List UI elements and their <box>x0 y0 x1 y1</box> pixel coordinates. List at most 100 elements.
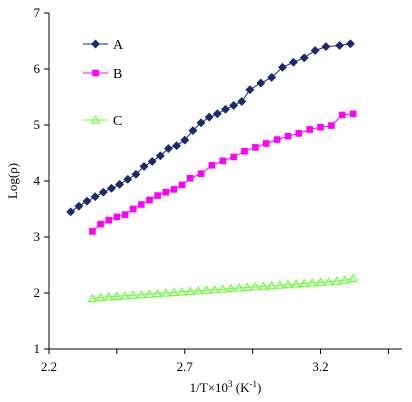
data-point-C <box>250 281 261 291</box>
data-point-C <box>112 291 122 300</box>
data-point-B <box>178 181 186 189</box>
data-point-A <box>147 156 157 166</box>
data-point-C <box>299 278 309 288</box>
data-point-B <box>317 123 324 131</box>
data-point-C <box>332 276 342 285</box>
data-point-B <box>197 170 205 178</box>
legend-label-C: C <box>113 114 122 129</box>
y-tick-label: 7 <box>34 5 41 20</box>
data-point-B <box>338 111 346 119</box>
data-point-C <box>185 286 195 295</box>
data-point-C <box>323 276 334 286</box>
legend: AB C <box>83 38 124 129</box>
data-point-C <box>258 281 269 290</box>
x-axis-label-main: 1/T×10 <box>190 380 228 395</box>
data-point-C <box>152 288 163 298</box>
data-point-A <box>245 85 255 95</box>
data-point-C <box>242 282 252 291</box>
data-point-C <box>95 292 106 302</box>
data-point-A <box>131 169 141 179</box>
legend-marker-A <box>90 39 101 49</box>
data-point-B <box>89 228 96 235</box>
data-point-B <box>306 126 313 133</box>
x-tick-label: 2.7 <box>177 359 194 374</box>
data-point-C <box>136 289 147 299</box>
x-axis-label-unit: (K <box>233 380 251 395</box>
data-point-C <box>340 275 350 284</box>
series-line-B <box>92 113 354 232</box>
data-point-A <box>163 143 174 154</box>
data-point-A <box>180 135 190 145</box>
data-point-B <box>208 162 216 169</box>
data-point-B <box>97 220 104 228</box>
data-point-A <box>288 57 298 67</box>
legend-label-A: A <box>113 38 124 53</box>
data-point-A <box>115 179 125 189</box>
series-C <box>87 273 358 303</box>
data-point-B <box>113 213 121 221</box>
data-point-A <box>267 72 277 82</box>
x-axis-label-close: ) <box>257 380 261 395</box>
data-point-C <box>266 280 277 290</box>
data-point-B <box>186 174 194 182</box>
data-point-C <box>169 287 179 297</box>
data-point-A <box>321 42 331 52</box>
data-point-A <box>106 183 117 193</box>
data-point-C <box>218 284 228 293</box>
y-axis-label: Log(ρ) <box>5 163 20 199</box>
data-point-A <box>212 109 222 119</box>
legend-marker-C <box>90 115 101 124</box>
y-tick-label: 4 <box>34 173 41 188</box>
data-point-C <box>348 273 358 283</box>
x-tick-label: 2.2 <box>41 359 57 374</box>
data-point-C <box>120 290 130 300</box>
data-point-B <box>162 188 170 196</box>
data-point-A <box>90 192 100 202</box>
data-point-A <box>139 161 149 171</box>
data-point-B <box>105 216 113 224</box>
data-point-A <box>220 104 231 114</box>
data-point-A <box>345 39 355 49</box>
data-point-A <box>334 40 345 51</box>
data-point-A <box>188 126 198 136</box>
data-point-A <box>256 78 266 88</box>
data-point-B <box>328 122 335 129</box>
legend-item-B: B <box>83 67 122 82</box>
data-point-B <box>349 110 357 118</box>
data-point-A <box>172 141 182 151</box>
data-point-A <box>155 151 165 161</box>
data-point-C <box>291 279 301 288</box>
x-axis-label-unit-superscript: -1 <box>250 379 258 389</box>
data-point-C <box>201 285 212 294</box>
y-tick-label: 2 <box>34 285 41 300</box>
data-point-B <box>154 192 161 199</box>
data-point-B <box>252 144 259 151</box>
y-tick-label: 3 <box>34 229 41 244</box>
data-point-A <box>196 118 206 128</box>
x-tick-label: 3.2 <box>312 359 328 374</box>
legend-label-B: B <box>113 67 122 82</box>
data-point-C <box>307 277 318 287</box>
data-point-C <box>104 291 114 301</box>
y-tick-label: 6 <box>34 61 41 76</box>
x-axis-label-superscript: 3 <box>228 379 233 389</box>
data-point-B <box>121 211 129 218</box>
series-layer <box>66 39 358 303</box>
data-point-B <box>230 153 237 161</box>
data-point-A <box>98 187 108 197</box>
data-point-B <box>170 186 178 193</box>
data-point-C <box>87 293 98 303</box>
data-point-A <box>229 100 239 110</box>
data-point-B <box>129 205 137 213</box>
data-point-C <box>226 283 236 293</box>
data-point-A <box>310 45 320 56</box>
series-B <box>89 110 357 235</box>
ticks: 1 2 3 4 5 6 7 2.2 2.7 3.2 <box>34 5 389 374</box>
data-point-A <box>277 62 288 72</box>
series-A <box>66 39 355 217</box>
data-point-A <box>66 207 76 217</box>
data-point-B <box>241 148 248 155</box>
data-point-A <box>237 96 247 107</box>
